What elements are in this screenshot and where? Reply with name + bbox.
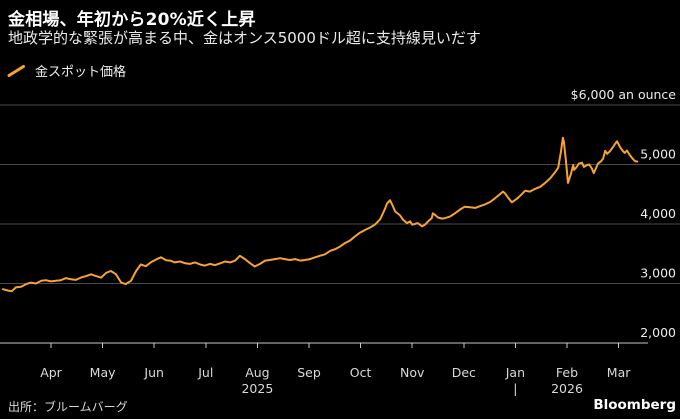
x-axis-label: May <box>90 365 116 380</box>
bloomberg-logo: Bloomberg <box>593 397 676 413</box>
x-axis-label: Feb <box>556 365 578 380</box>
year-label: 2026 <box>551 381 583 396</box>
subtitle: 地政学的な緊張が高まる中、金はオンス5000ドル超に支持線見いだす <box>8 29 481 47</box>
x-axis-label: Dec <box>452 365 476 380</box>
x-axis-label: Jun <box>143 365 164 380</box>
y-axis-label: $6,000 an ounce <box>571 87 677 102</box>
page-title: 金相場、年初から20%近く上昇 <box>8 10 256 30</box>
x-axis-label: Aug <box>245 365 269 380</box>
legend: 金スポット価格 <box>7 61 126 80</box>
y-axis-label: 4,000 <box>640 206 676 221</box>
x-axis-label: Jan <box>505 365 525 380</box>
source-note: 出所：ブルームバーグ <box>8 400 128 414</box>
x-axis-label: Oct <box>350 365 372 380</box>
y-axis-label: 2,000 <box>640 325 676 340</box>
y-axis-label: 3,000 <box>640 266 676 281</box>
x-axis-label: Apr <box>40 365 62 380</box>
year-divider: | <box>513 381 517 396</box>
year-label: 2025 <box>241 381 273 396</box>
x-axis-label: Sep <box>297 365 321 380</box>
series-line-icon <box>7 64 25 77</box>
x-axis-label: Nov <box>400 365 425 380</box>
x-axis-label: Jul <box>197 365 213 380</box>
legend-label: 金スポット価格 <box>35 65 127 80</box>
y-axis-label: 5,000 <box>640 147 676 162</box>
series-line-gold-spot <box>2 136 639 293</box>
x-axis-label: Mar <box>607 365 631 380</box>
